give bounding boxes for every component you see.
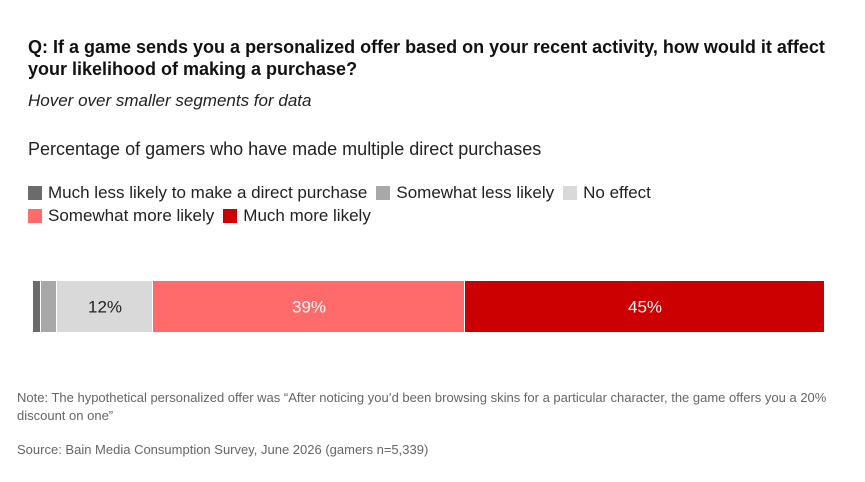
legend-swatch-much-less-likely xyxy=(28,185,42,200)
legend-item-somewhat-less-likely[interactable]: Somewhat less likely xyxy=(376,181,554,204)
legend-label-somewhat-more-likely: Somewhat more likely xyxy=(48,206,215,225)
bar-label-no-effect: 12% xyxy=(88,298,122,317)
legend-item-much-more-likely[interactable]: Much more likely xyxy=(223,204,371,227)
legend-label-somewhat-less-likely: Somewhat less likely xyxy=(396,183,555,202)
legend-item-somewhat-more-likely[interactable]: Somewhat more likely xyxy=(28,204,214,227)
legend-row-1: Much less likely to make a direct purcha… xyxy=(28,181,828,204)
legend-row-2: Somewhat more likely Much more likely xyxy=(28,204,828,227)
hover-hint: Hover over smaller segments for data xyxy=(28,91,312,110)
chart-source: Source: Bain Media Consumption Survey, J… xyxy=(17,442,429,457)
bar-segment-no-effect[interactable] xyxy=(57,281,152,332)
bar-segment-somewhat-less-likely[interactable] xyxy=(41,281,56,332)
bar-segment-somewhat-more-likely[interactable] xyxy=(153,281,464,332)
chart-note: Note: The hypothetical personalized offe… xyxy=(17,390,827,423)
legend-label-much-more-likely: Much more likely xyxy=(243,206,371,225)
bar-segment-much-less-likely-to-make-a-direct-purchase[interactable] xyxy=(33,281,40,332)
legend-swatch-much-more-likely xyxy=(223,208,238,223)
legend-swatch-somewhat-less-likely xyxy=(376,185,391,200)
chart-title: Percentage of gamers who have made multi… xyxy=(28,139,542,159)
legend-label-no-effect: No effect xyxy=(583,183,651,202)
legend-swatch-somewhat-more-likely xyxy=(28,208,42,223)
bar-label-much-more-likely: 45% xyxy=(628,298,662,317)
legend-item-much-less-likely[interactable]: Much less likely to make a direct purcha… xyxy=(28,181,367,204)
question-title: Q: If a game sends you a personalized of… xyxy=(28,37,825,79)
legend-label-much-less-likely: Much less likely to make a direct purcha… xyxy=(48,183,368,202)
legend-swatch-no-effect xyxy=(563,185,578,200)
bar-label-somewhat-more-likely: 39% xyxy=(292,298,326,317)
bar-segment-much-more-likely[interactable] xyxy=(465,281,824,332)
legend-item-no-effect[interactable]: No effect xyxy=(563,181,651,204)
legend: Much less likely to make a direct purcha… xyxy=(28,181,828,227)
